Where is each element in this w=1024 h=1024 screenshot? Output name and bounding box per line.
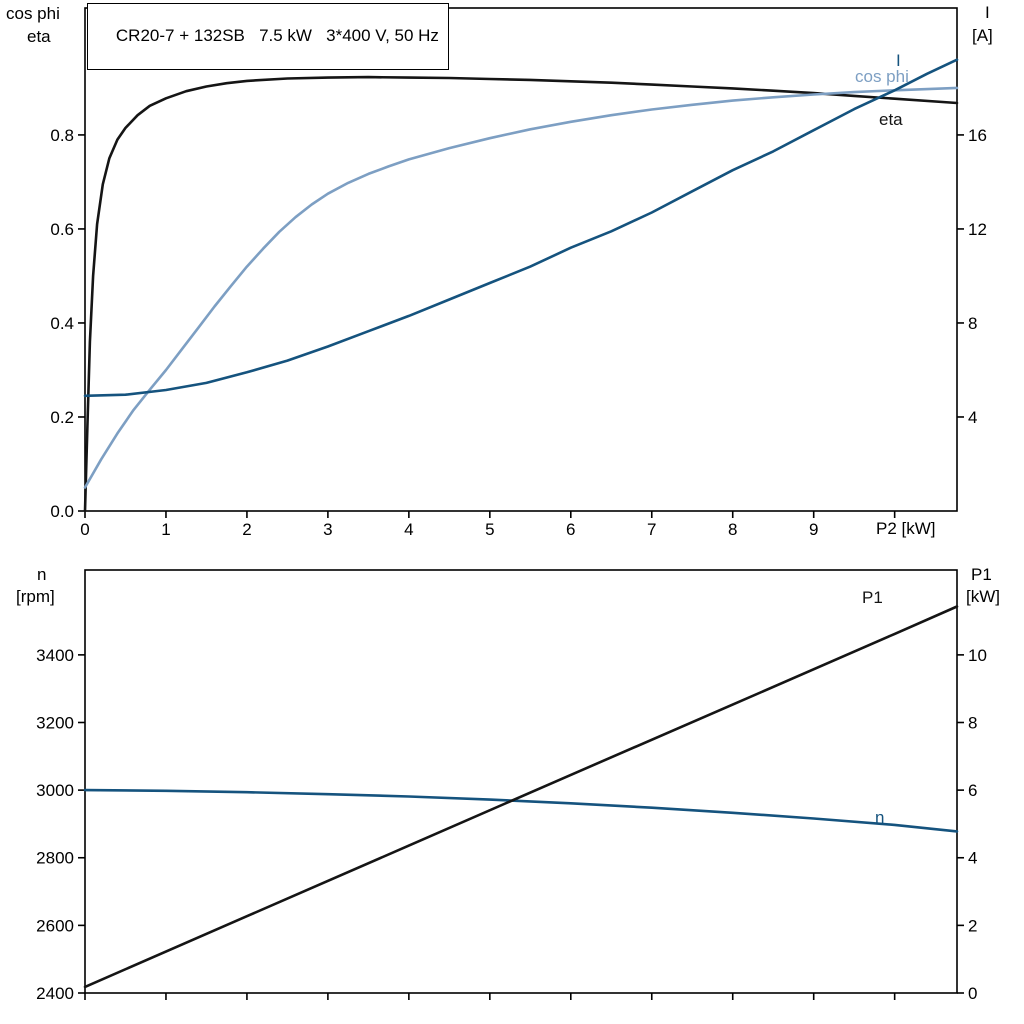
- left-tick-label: 3000: [36, 781, 74, 800]
- bottom-left-axis-title-rpm: [rpm]: [16, 587, 55, 606]
- left-tick-label: 2400: [36, 984, 74, 1003]
- plot-frame: [84, 7, 958, 512]
- right-tick-label: 8: [968, 713, 977, 732]
- right-tick-label: 12: [968, 220, 987, 239]
- right-tick-label: 4: [968, 408, 977, 427]
- left-tick-label: 0.8: [50, 126, 74, 145]
- right-tick-label: 8: [968, 314, 977, 333]
- chart-bottom: 2400 2600 2800 3000 3200 3400 0 2 4 6 8 10: [36, 569, 987, 1003]
- right-tick-label: 16: [968, 126, 987, 145]
- left-tick-label: 0.0: [50, 502, 74, 521]
- chart-title: CR20-7 + 132SB 7.5 kW 3*400 V, 50 Hz: [115, 26, 439, 45]
- left-tick-label: 2800: [36, 849, 74, 868]
- right-tick-label: 6: [968, 781, 977, 800]
- right-tick-label: 10: [968, 646, 987, 665]
- curve-label-eta: eta: [879, 110, 903, 129]
- x-axis-title-p2kw: P2 [kW]: [876, 519, 936, 538]
- left-tick-label: 3400: [36, 646, 74, 665]
- x-tick-label: 3: [323, 520, 332, 539]
- curve-p1: [83, 605, 959, 989]
- right-tick-label: 4: [968, 849, 977, 868]
- left-tick-label: 3200: [36, 713, 74, 732]
- curve-label-p1: P1: [862, 588, 883, 607]
- left-tick-label: 0.4: [50, 314, 74, 333]
- x-tick-label: 0: [80, 520, 89, 539]
- x-tick-label: 5: [485, 520, 494, 539]
- chart-title-box: CR20-7 + 132SB 7.5 kW 3*400 V, 50 Hz: [87, 3, 449, 70]
- left-tick-label: 0.2: [50, 408, 74, 427]
- top-left-axis-title-cosphi: cos phi: [6, 4, 60, 23]
- left-tick-label: 0.6: [50, 220, 74, 239]
- bottom-right-axis-title-kw: [kW]: [966, 587, 1000, 606]
- x-tick-label: 2: [242, 520, 251, 539]
- bottom-right-axis-title-p1: P1: [971, 565, 992, 584]
- plot-frame: [84, 569, 958, 994]
- x-tick-label: 1: [161, 520, 170, 539]
- top-right-axis-title-i: I: [985, 3, 990, 22]
- curve-label-n: n: [875, 808, 885, 827]
- curve-cos-phi: [83, 86, 959, 489]
- x-tick-label: 9: [809, 520, 818, 539]
- x-tick-label: 4: [404, 520, 413, 539]
- curve-current: [83, 58, 959, 398]
- curve-n: [83, 788, 959, 833]
- top-right-axis-title-amps: [A]: [972, 26, 993, 45]
- right-tick-label: 2: [968, 916, 977, 935]
- curve-label-cos-phi: cos phi: [855, 67, 909, 86]
- curve-label-current: I: [896, 51, 901, 70]
- x-tick-label: 6: [566, 520, 575, 539]
- x-tick-label: 7: [647, 520, 656, 539]
- right-tick-label: 0: [968, 984, 977, 1003]
- top-left-axis-title-eta: eta: [27, 27, 51, 46]
- x-tick-label: 8: [728, 520, 737, 539]
- curve-eta: [83, 75, 959, 513]
- bottom-left-axis-title-n: n: [37, 565, 47, 584]
- left-tick-label: 2600: [36, 916, 74, 935]
